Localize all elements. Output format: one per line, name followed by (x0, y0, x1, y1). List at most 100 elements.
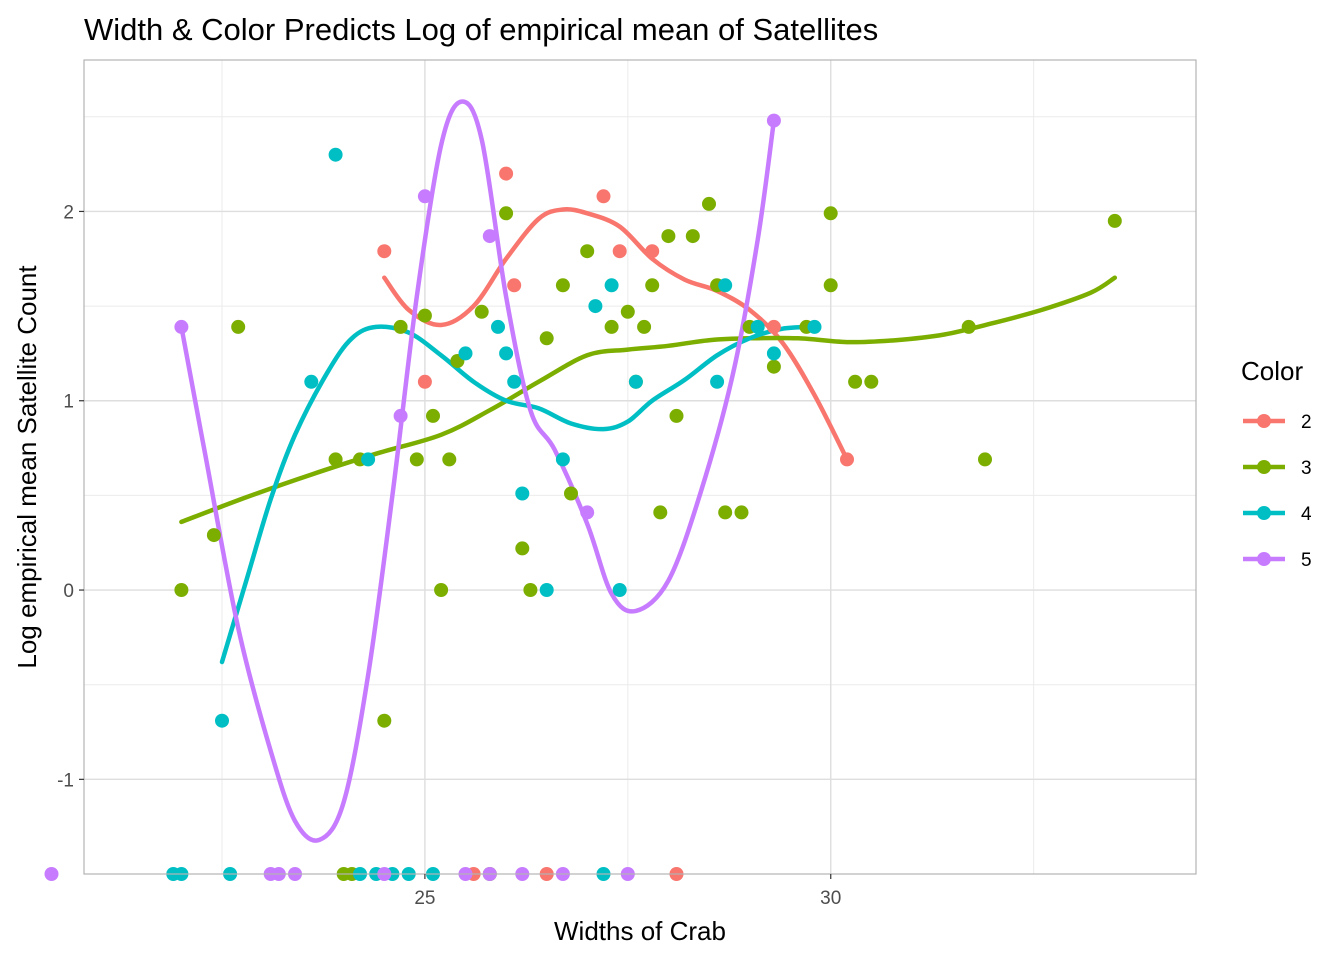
x-axis-ticks: 25 30 (414, 874, 841, 909)
data-point-3 (539, 331, 554, 346)
data-point-3 (961, 319, 976, 334)
data-point-3 (734, 505, 749, 520)
data-point-2 (507, 278, 522, 293)
data-point-4 (612, 583, 627, 597)
data-point-4 (718, 278, 733, 293)
data-point-3 (328, 452, 343, 467)
data-point-3 (823, 278, 838, 293)
data-point-4 (807, 319, 822, 334)
data-point-4 (491, 319, 505, 334)
data-point-4 (215, 713, 229, 728)
grid-major (84, 60, 1196, 874)
data-point-3 (231, 319, 246, 334)
smooth-line-3 (179, 275, 1118, 525)
data-point-2 (417, 374, 432, 389)
x-tick-label: 25 (414, 888, 435, 909)
data-point-5 (417, 189, 432, 204)
data-point-5 (393, 408, 408, 423)
data-point-2 (840, 452, 854, 467)
smooth-lines (179, 99, 1118, 843)
data-point-4 (328, 147, 343, 162)
y-axis-title: Log empirical mean Satellite Count (12, 265, 42, 669)
data-point-3 (580, 244, 595, 259)
data-point-3 (766, 359, 781, 374)
data-point-3 (523, 583, 538, 597)
legend-key-point-4 (1257, 506, 1271, 520)
plot-border (83, 59, 1197, 875)
data-point-3 (823, 206, 838, 221)
data-point-3 (499, 206, 514, 221)
data-point-3 (685, 229, 700, 244)
data-point-3 (555, 278, 570, 293)
data-point-5 (44, 867, 59, 881)
data-point-4 (766, 346, 781, 361)
data-point-2 (596, 189, 611, 204)
smooth-line-4 (219, 324, 817, 665)
y-tick-label: 1 (63, 392, 74, 413)
data-point-3 (426, 408, 440, 423)
data-point-3 (848, 374, 863, 389)
data-point-3 (1107, 213, 1122, 228)
data-point-2 (645, 244, 660, 259)
legend-title: Color (1241, 356, 1303, 386)
data-point-4 (604, 278, 619, 293)
data-point-4 (507, 374, 522, 389)
legend-label-2: 2 (1301, 412, 1312, 433)
grid-minor (84, 60, 1196, 875)
legend-key-point-2 (1257, 414, 1271, 428)
data-point-3 (174, 583, 189, 597)
data-point-2 (766, 319, 781, 334)
data-point-3 (645, 278, 660, 293)
data-point-3 (206, 528, 221, 543)
data-point-2 (377, 244, 392, 259)
data-point-3 (718, 505, 733, 520)
data-point-4 (458, 346, 473, 361)
data-point-3 (515, 541, 530, 556)
data-point-3 (417, 308, 432, 323)
data-point-3 (864, 374, 879, 389)
data-point-3 (442, 452, 457, 467)
data-point-3 (604, 319, 619, 334)
y-tick-label: 2 (63, 202, 74, 223)
y-tick-label: -1 (57, 770, 74, 791)
data-point-3 (377, 713, 392, 728)
data-point-3 (661, 229, 676, 244)
data-point-3 (669, 408, 684, 423)
data-point-5 (766, 113, 781, 128)
data-point-3 (620, 304, 635, 319)
legend: Color 2 3 4 5 (1241, 356, 1312, 571)
data-point-3 (702, 196, 716, 211)
data-point-5 (580, 505, 595, 520)
data-point-4 (515, 486, 530, 501)
data-point-3 (978, 452, 992, 467)
data-point-3 (474, 304, 489, 319)
data-point-3 (434, 583, 449, 597)
data-point-3 (564, 486, 578, 501)
y-tick-label: 0 (63, 581, 74, 602)
data-point-2 (499, 166, 514, 181)
data-point-2 (612, 244, 627, 259)
chart-title: Width & Color Predicts Log of empirical … (84, 12, 878, 47)
y-axis-ticks: -1 0 1 2 (57, 202, 84, 791)
data-point-4 (750, 319, 765, 334)
data-point-4 (588, 299, 603, 314)
data-point-3 (409, 452, 424, 467)
legend-label-4: 4 (1301, 504, 1312, 525)
x-axis-title: Widths of Crab (554, 916, 726, 946)
data-point-5 (174, 319, 189, 334)
data-point-3 (393, 319, 408, 334)
legend-key-point-5 (1257, 552, 1271, 566)
data-point-4 (304, 374, 319, 389)
data-points (44, 113, 1122, 881)
data-point-4 (499, 346, 514, 361)
data-point-5 (482, 229, 497, 244)
data-point-4 (628, 374, 643, 389)
data-point-4 (361, 452, 376, 467)
data-point-4 (539, 583, 554, 597)
legend-label-3: 3 (1301, 458, 1312, 479)
data-point-4 (555, 452, 570, 467)
legend-label-5: 5 (1301, 550, 1312, 571)
smooth-line-5 (179, 99, 777, 843)
data-point-3 (637, 319, 652, 334)
